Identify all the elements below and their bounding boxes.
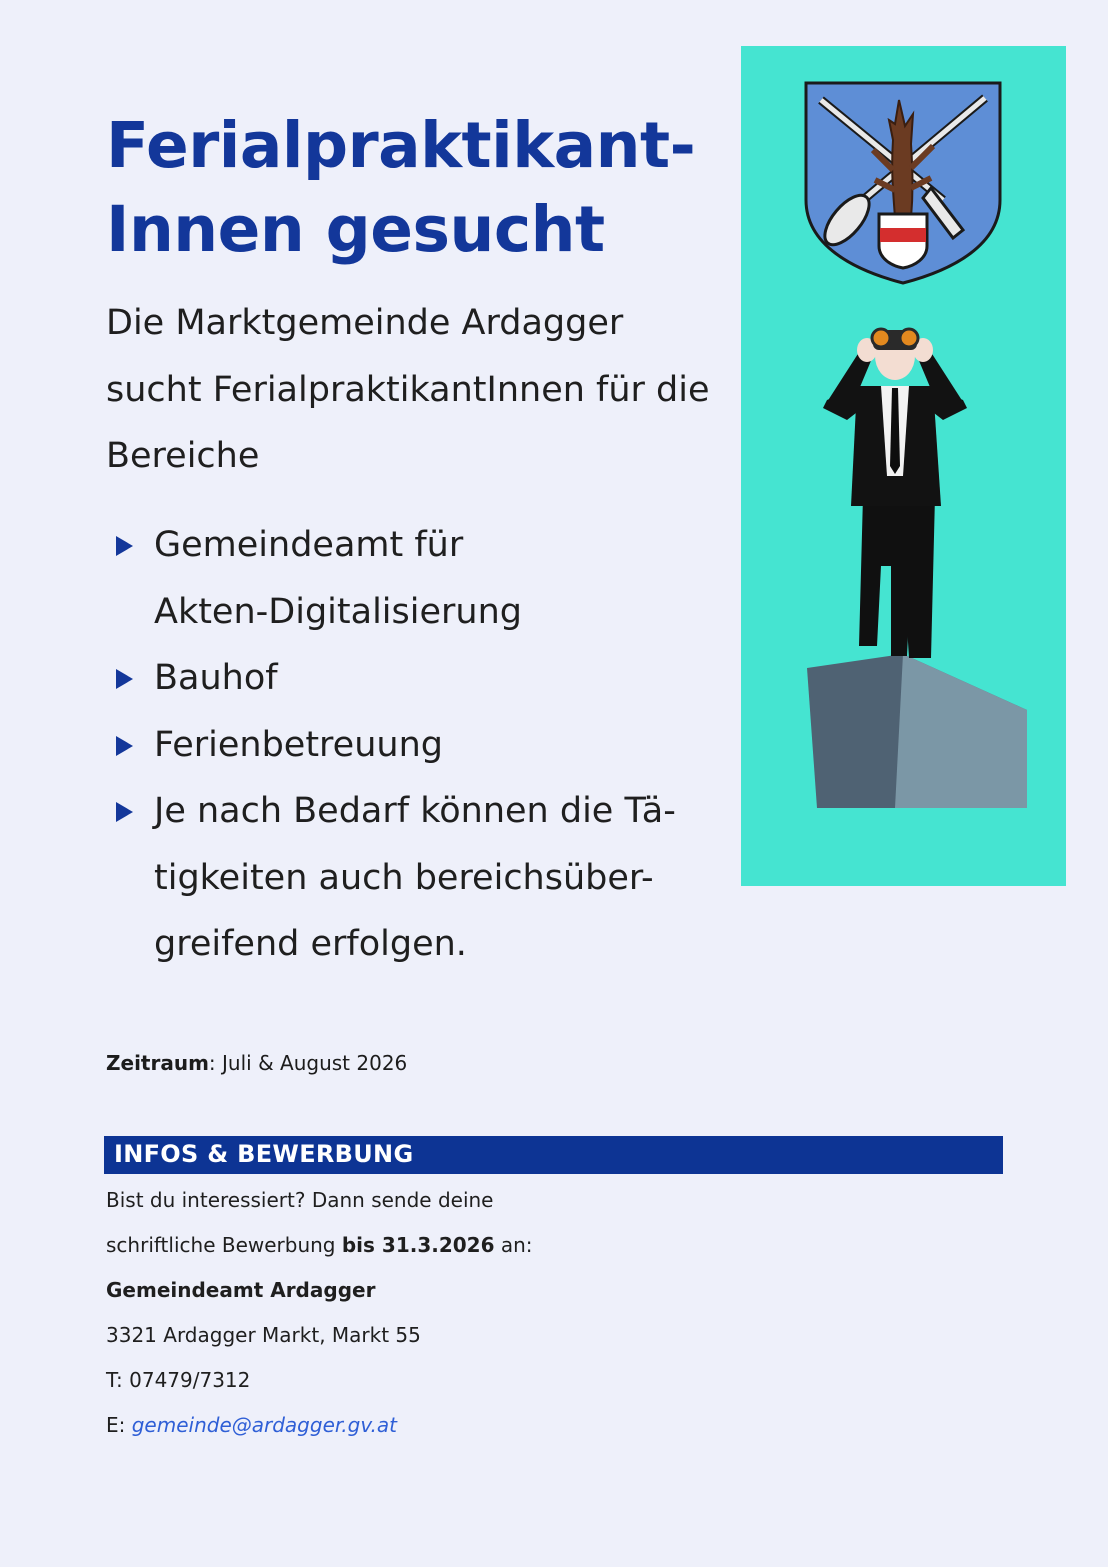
address: 3321 Ardagger Markt, Markt 55 xyxy=(106,1323,421,1347)
intro-text: Die Marktgemeinde Ardagger sucht Ferialp… xyxy=(106,290,746,490)
headline-line-2: Innen gesucht xyxy=(106,193,605,266)
headline: Ferialpraktikant- Innen gesucht xyxy=(106,104,746,272)
email-line: E: gemeinde@ardagger.gv.at xyxy=(106,1403,806,1448)
period-label: Zeitraum xyxy=(106,1051,209,1075)
deadline-post: an: xyxy=(494,1233,533,1257)
coat-of-arms-icon xyxy=(804,81,1002,285)
deadline-pre: schriftliche Bewerbung xyxy=(106,1233,342,1257)
infos-heading-bar: INFOS & BEWERBUNG xyxy=(104,1136,1003,1174)
list-item: Je nach Bedarf können die Tä- tigkeiten … xyxy=(106,778,746,978)
intro-line-3: Bereiche xyxy=(106,436,260,476)
infos-line-2: schriftliche Bewerbung bis 31.3.2026 an: xyxy=(106,1223,806,1268)
bullet-triangle-icon xyxy=(116,735,133,756)
infos-line-1: Bist du interessiert? Dann sende deine xyxy=(106,1188,494,1212)
illustration-panel xyxy=(741,46,1066,886)
intro-line-1: Die Marktgemeinde Ardagger xyxy=(106,303,624,343)
areas-list: Gemeindeamt für Akten-Digitalisierung Ba… xyxy=(106,512,746,978)
bullet-triangle-icon xyxy=(116,536,133,556)
bullet-triangle-icon xyxy=(116,802,133,822)
email-link[interactable]: gemeinde@ardagger.gv.at xyxy=(131,1413,397,1437)
office-name-text: Gemeindeamt Ardagger xyxy=(106,1278,376,1302)
office-name: Gemeindeamt Ardagger xyxy=(106,1268,806,1313)
list-item: Ferienbetreuung xyxy=(106,712,746,779)
binoculars-man-illustration xyxy=(807,327,1027,808)
list-item-line: Gemeindeamt für xyxy=(154,525,464,565)
deadline: bis 31.3.2026 xyxy=(341,1233,495,1257)
intro-line-2: sucht FerialpraktikantInnen für die xyxy=(106,369,710,410)
email-label: E: xyxy=(106,1413,132,1437)
list-item: Gemeindeamt für Akten-Digitalisierung xyxy=(106,512,746,645)
headline-line-1: Ferialpraktikant- xyxy=(106,109,696,182)
period-value: : Juli & August 2026 xyxy=(208,1051,408,1075)
list-item-line: Ferienbetreuung xyxy=(154,724,443,765)
bullet-triangle-icon xyxy=(116,669,133,689)
list-item-line: Je nach Bedarf können die Tä- xyxy=(154,791,676,831)
infos-heading: INFOS & BEWERBUNG xyxy=(114,1140,414,1168)
list-item-line: greifend erfolgen. xyxy=(154,924,467,964)
contact-block: Bist du interessiert? Dann sende deine s… xyxy=(106,1178,806,1448)
phone: T: 07479/7312 xyxy=(106,1368,251,1392)
list-item-line: Bauhof xyxy=(154,658,278,698)
list-item-line: tigkeiten auch bereichsüber- xyxy=(154,857,654,898)
list-item-line: Akten-Digitalisierung xyxy=(154,591,522,632)
period: Zeitraum: Juli & August 2026 xyxy=(106,1046,407,1080)
list-item: Bauhof xyxy=(106,645,746,712)
